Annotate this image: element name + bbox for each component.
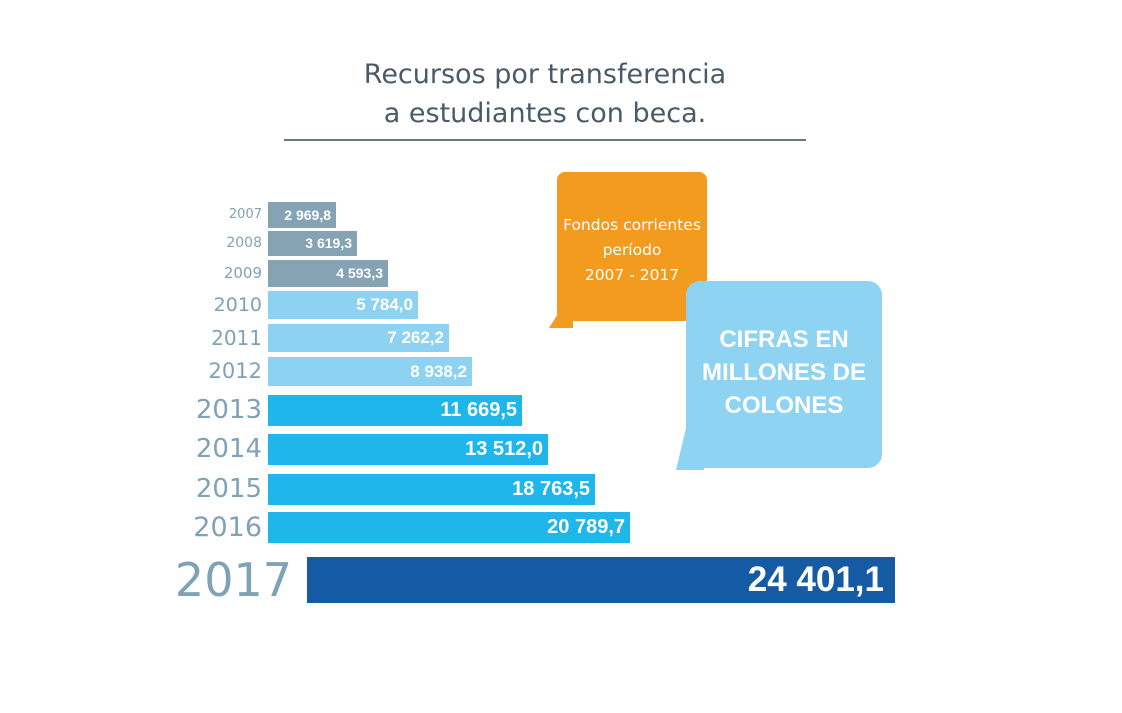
- year-label-2015: 2015: [195, 474, 262, 504]
- year-label-2009: 2009: [223, 264, 262, 282]
- bar-value-2011: 7 262,2: [387, 328, 444, 347]
- bar-2009: [268, 260, 388, 287]
- year-label-2013: 2013: [195, 395, 262, 425]
- year-label-2012: 2012: [208, 359, 262, 383]
- units-callout-line-3: COLONES: [724, 392, 844, 419]
- bar-value-2012: 8 938,2: [410, 362, 467, 381]
- year-label-2011: 2011: [211, 326, 262, 350]
- bar-2016: [268, 512, 630, 543]
- chart-title-line-2: a estudiantes con beca.: [383, 98, 707, 129]
- units-callout-line-2: MILLONES DE: [701, 359, 866, 386]
- bar-value-2009: 4 593,3: [336, 265, 383, 281]
- bar-2010: [268, 291, 418, 319]
- period-callout-line-2: período: [602, 241, 662, 259]
- year-label-2014: 2014: [195, 434, 262, 464]
- bar-value-2015: 18 763,5: [512, 478, 590, 500]
- bar-2015: [268, 474, 595, 505]
- bar-value-2014: 13 512,0: [465, 438, 543, 460]
- units-callout-line-1: CIFRAS EN: [719, 326, 849, 353]
- bar-2014: [268, 434, 548, 465]
- bar-2017: [307, 557, 895, 603]
- bar-value-2007: 2 969,8: [284, 207, 331, 223]
- bar-value-2008: 3 619,3: [305, 235, 352, 251]
- year-label-2008: 2008: [226, 235, 262, 251]
- bar-value-2010: 5 784,0: [356, 295, 413, 314]
- period-callout-line-1: Fondos corrientes: [563, 216, 701, 234]
- units-callout: CIFRAS EN MILLONES DE COLONES: [686, 281, 882, 468]
- title-divider: [284, 139, 806, 141]
- bar-2012: [268, 357, 472, 386]
- bar-2011: [268, 324, 449, 352]
- bar-2007: [268, 202, 336, 228]
- bar-2013: [268, 395, 522, 426]
- year-label-2016: 2016: [193, 512, 262, 543]
- bar-2008: [268, 231, 357, 256]
- bar-value-2013: 11 669,5: [440, 399, 517, 421]
- period-callout: Fondos corrientes período 2007 - 2017: [557, 172, 707, 321]
- year-label-2010: 2010: [213, 294, 262, 316]
- period-callout-line-3: 2007 - 2017: [584, 266, 680, 284]
- year-label-2017: 2017: [174, 553, 292, 607]
- chart-title-line-1: Recursos por transferencia: [363, 59, 727, 90]
- bar-value-2016: 20 789,7: [547, 516, 625, 538]
- year-label-2007: 2007: [228, 207, 262, 222]
- bar-value-2017: 24 401,1: [747, 560, 884, 599]
